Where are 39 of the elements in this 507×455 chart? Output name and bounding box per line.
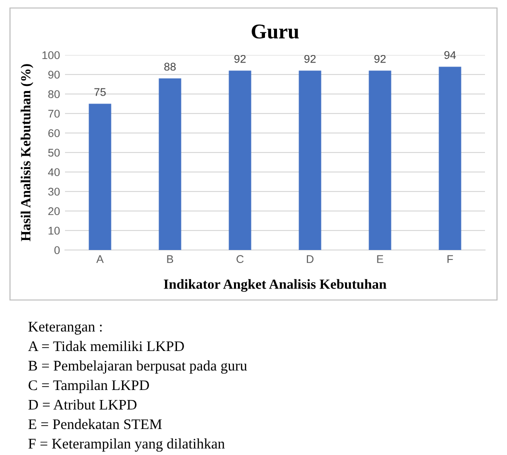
x-tick-label: F bbox=[448, 255, 453, 263]
x-tick-label: B bbox=[167, 255, 174, 263]
text: C = Tampilan LKPD bbox=[28, 380, 149, 394]
x-tick-label: A bbox=[96, 255, 104, 263]
text: Keterangan : bbox=[28, 322, 102, 335]
data-label: 92 bbox=[374, 54, 386, 63]
x-axis-title: Indikator Angket Analisis Kebutuhan bbox=[164, 279, 386, 292]
x-tick-label: C bbox=[236, 255, 244, 264]
bar bbox=[228, 70, 252, 250]
y-tick-label: 30 bbox=[48, 188, 60, 196]
y-tick-label: 50 bbox=[48, 148, 60, 157]
y-tick-label: 20 bbox=[48, 207, 60, 216]
y-tick-label: 40 bbox=[48, 168, 60, 176]
bar bbox=[298, 70, 322, 250]
y-tick-label: 60 bbox=[48, 129, 60, 138]
text: A = Tidak memiliki LKPD bbox=[28, 340, 184, 352]
y-tick-label: 0 bbox=[54, 246, 60, 254]
chart-title: Guru bbox=[252, 24, 299, 39]
bar bbox=[88, 104, 112, 250]
bar bbox=[368, 70, 392, 250]
bar bbox=[158, 78, 182, 250]
text: E = Pendekatan STEM bbox=[28, 418, 162, 430]
data-label: 75 bbox=[94, 88, 106, 96]
data-label: 92 bbox=[304, 54, 316, 63]
text: D = Atribut LKPD bbox=[28, 399, 137, 410]
y-tick-label: 10 bbox=[48, 226, 60, 235]
x-tick-label: E bbox=[377, 255, 384, 263]
text: F = Keterampilan yang dilatihkan bbox=[28, 438, 225, 452]
data-label: 92 bbox=[234, 54, 246, 63]
data-label: 94 bbox=[444, 51, 456, 59]
y-tick-label: 80 bbox=[48, 90, 60, 98]
y-tick-label: 90 bbox=[48, 70, 60, 79]
bar bbox=[438, 66, 462, 250]
text: B = Pembelajaran berpusat pada guru bbox=[28, 360, 247, 374]
data-label: 88 bbox=[164, 62, 176, 71]
y-axis-title: Hasil Analisis Kebutuhan (%) bbox=[20, 64, 34, 242]
y-tick-label: 100 bbox=[42, 51, 60, 60]
x-tick-label: D bbox=[306, 255, 314, 263]
y-tick-label: 70 bbox=[48, 110, 60, 118]
